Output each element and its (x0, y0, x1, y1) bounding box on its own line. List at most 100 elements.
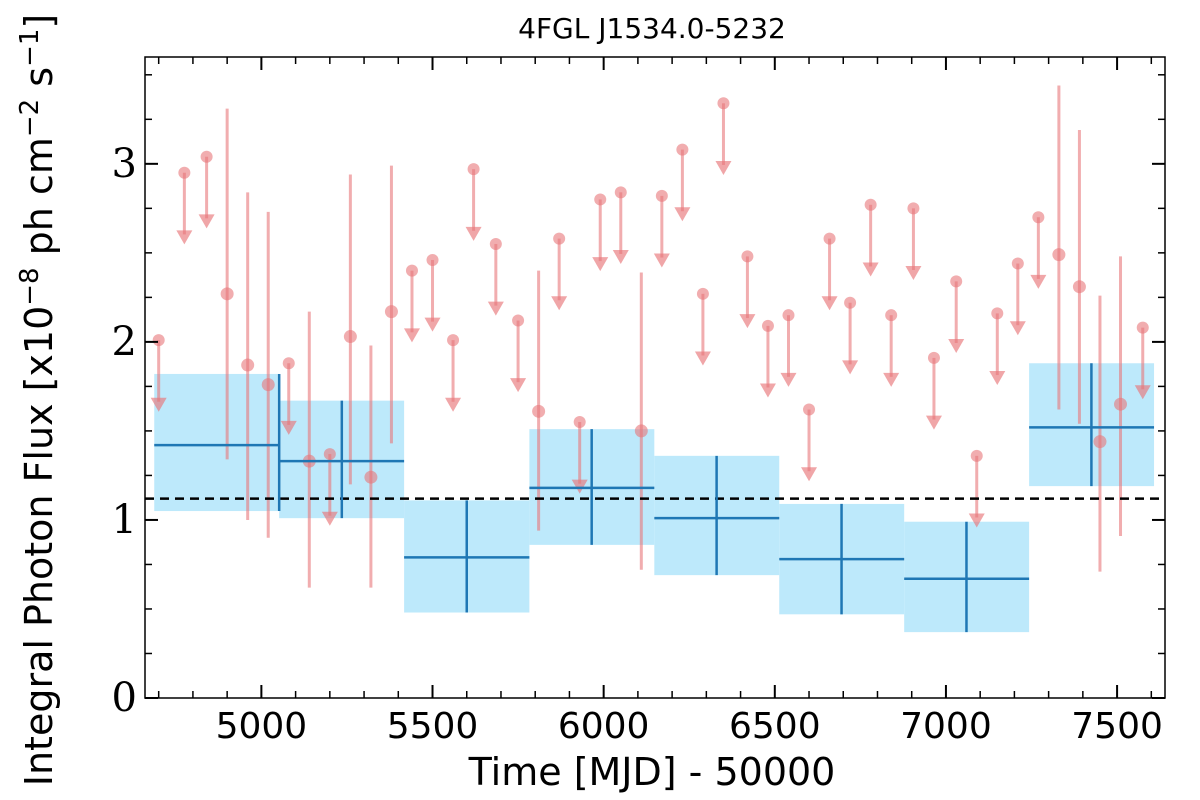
y-tick-label: 3 (112, 141, 137, 187)
short-bin-point (241, 358, 255, 372)
long-bin-band (154, 373, 280, 512)
upper-limit-arrow-head (150, 397, 167, 412)
upper-limit-arrow-head (424, 317, 441, 332)
upper-limit-arrow-head (551, 296, 568, 311)
upper-limit-arrow-head (862, 262, 879, 277)
upper-limit-point (761, 319, 774, 332)
y-tick-label: 0 (112, 675, 137, 721)
upper-limit-arrow-head (487, 301, 504, 316)
upper-limit-arrow-head (1030, 274, 1047, 289)
upper-limit-arrow-head (821, 296, 838, 311)
upper-limit-arrow-head (674, 207, 691, 222)
upper-limit-arrow-head (280, 420, 297, 435)
x-tick-label: 5000 (216, 706, 308, 747)
upper-limit-arrow-head (653, 253, 670, 268)
chart-title: 4FGL J1534.0-5232 (518, 12, 786, 45)
upper-limit-point (991, 307, 1004, 320)
upper-limit-point (489, 237, 502, 250)
y-axis-label-exponent: −8 (15, 267, 45, 305)
short-bin-layer (150, 85, 1151, 588)
upper-limit-arrow-head (925, 415, 942, 430)
short-bin-point (532, 404, 546, 418)
short-bin-point (384, 305, 398, 319)
short-bin-point (220, 287, 234, 301)
upper-limit-point (717, 97, 730, 110)
x-tick-label: 6500 (729, 706, 821, 747)
upper-limit-arrow-head (694, 351, 711, 366)
upper-limit-point (844, 296, 857, 309)
x-tick-label: 7000 (900, 706, 992, 747)
upper-limit-arrow-head (842, 360, 859, 375)
short-bin-point (1114, 397, 1128, 411)
short-bin-point (343, 330, 357, 344)
upper-limit-point (323, 448, 336, 461)
long-bin-layer (154, 363, 1155, 633)
upper-limit-arrow-head (465, 226, 482, 241)
upper-limit-point (200, 150, 213, 163)
y-axis-label-part: s (17, 67, 61, 99)
upper-limit-arrow-head (510, 378, 527, 393)
upper-limit-arrow-head (883, 372, 900, 387)
upper-limit-arrow-head (715, 160, 732, 175)
upper-limit-point (803, 403, 816, 416)
upper-limit-arrow-head (1009, 321, 1026, 336)
x-axis-label: Time [MJD] - 50000 (468, 750, 836, 794)
upper-limit-arrow-head (968, 513, 985, 528)
upper-limit-point (178, 166, 191, 179)
upper-limit-point (282, 357, 295, 370)
upper-limit-point (553, 232, 566, 245)
upper-limit-arrow-head (445, 397, 462, 412)
upper-limit-arrow-head (739, 314, 756, 329)
y-axis-label-part: Integral Photon Flux [x10 (17, 306, 61, 787)
upper-limit-arrow-head (759, 383, 776, 398)
plot-frame (144, 56, 1166, 699)
y-axis-label: Integral Photon Flux [x10−8 ph cm−2 s−1] (15, 14, 61, 787)
upper-limit-point (823, 232, 836, 245)
y-axis-label-exponent: −2 (15, 99, 45, 137)
upper-limit-arrow-head (780, 372, 797, 387)
upper-limit-point (1136, 321, 1149, 334)
upper-limit-point (907, 202, 920, 215)
upper-limit-arrow-head (989, 371, 1006, 386)
upper-limit-point (1032, 211, 1045, 224)
upper-limit-arrow-head (403, 328, 420, 343)
x-tick-label: 7500 (1071, 706, 1163, 747)
upper-limit-point (885, 309, 898, 322)
upper-limit-point (405, 264, 418, 277)
short-bin-point (634, 424, 648, 438)
upper-limit-point (426, 253, 439, 266)
upper-limit-arrow-head (592, 257, 609, 272)
upper-limit-arrow-head (176, 230, 193, 245)
y-axis-label-part: ] (17, 14, 61, 29)
upper-limit-point (467, 163, 480, 176)
short-bin-point (1052, 248, 1066, 262)
upper-limit-point (950, 275, 963, 288)
upper-limit-point (782, 309, 795, 322)
upper-limit-point (864, 198, 877, 211)
upper-limit-arrow-head (321, 511, 338, 526)
y-tick-label: 2 (112, 319, 137, 365)
short-bin-point (261, 378, 275, 392)
upper-limit-point (152, 334, 165, 347)
upper-limit-arrow-head (612, 249, 629, 264)
upper-limit-point (696, 287, 709, 300)
upper-limit-point (676, 143, 689, 156)
y-axis-label-exponent: −1 (15, 29, 45, 67)
x-tick-label: 5500 (387, 706, 479, 747)
y-tick-label: 1 (112, 497, 137, 543)
upper-limit-arrow-head (905, 266, 922, 281)
upper-limit-point (594, 193, 607, 206)
upper-limit-point (927, 351, 940, 364)
axes-layer: 5000 5500 6000 6500 7000 7500 0 1 2 3 (112, 56, 1166, 747)
short-bin-point (364, 470, 378, 484)
upper-limit-point (970, 449, 983, 462)
upper-limit-point (655, 189, 668, 202)
upper-limit-arrow-head (801, 467, 818, 482)
short-bin-point (1093, 435, 1107, 449)
upper-limit-point (614, 186, 627, 199)
short-bin-point (1072, 280, 1086, 294)
upper-limit-point (741, 250, 754, 263)
upper-limit-arrow-head (198, 214, 215, 229)
upper-limit-point (573, 416, 586, 429)
